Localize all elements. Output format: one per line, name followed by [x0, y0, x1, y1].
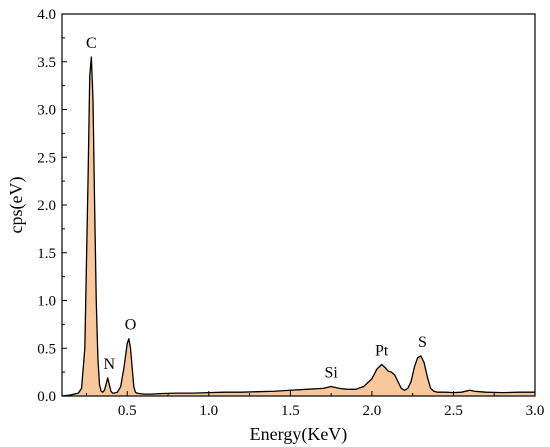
peak-label-o: O [125, 317, 137, 334]
y-tick-label: 2.5 [37, 150, 56, 166]
peak-label-pt: Pt [375, 342, 389, 359]
y-axis-title: cps(eV) [6, 177, 27, 234]
spectrum-area [62, 56, 535, 396]
peak-label-si: Si [324, 364, 338, 381]
peak-labels: C N O Si Pt S [86, 35, 427, 381]
y-axis: 0.0 0.5 1.0 1.5 2.0 2.5 3.0 3.5 4.0 [37, 7, 67, 405]
peak-label-n: N [104, 356, 116, 373]
x-tick-label: 2.5 [444, 403, 463, 419]
spectrum-line [61, 56, 535, 397]
y-tick-label: 3.5 [37, 55, 56, 71]
y-tick-label: 1.5 [37, 246, 56, 262]
x-tick-label: 3.0 [526, 403, 545, 419]
x-axis-title: Energy(KeV) [250, 424, 348, 445]
y-tick-label: 1.0 [37, 294, 56, 310]
x-axis: 0.5 1.0 1.5 2.0 2.5 3.0 [85, 391, 545, 419]
peak-label-c: C [86, 35, 97, 52]
x-tick-label: 1.5 [281, 403, 300, 419]
y-tick-label: 4.0 [37, 7, 56, 23]
plot-frame [61, 13, 536, 397]
x-tick-label: 0.5 [118, 403, 137, 419]
y-tick-label: 2.0 [37, 198, 56, 214]
peak-label-s: S [418, 334, 427, 351]
y-tick-label: 0.0 [37, 389, 56, 405]
y-tick-label: 3.0 [37, 103, 56, 119]
x-tick-label: 1.0 [199, 403, 218, 419]
x-tick-label: 2.0 [363, 403, 382, 419]
y-tick-label: 0.5 [37, 341, 56, 357]
